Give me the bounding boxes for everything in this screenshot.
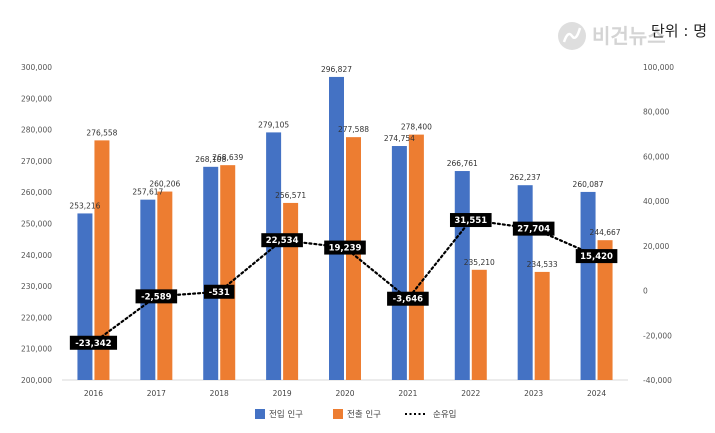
inflow-label-2019: 279,105 xyxy=(258,120,289,129)
inflow-label-2024: 260,087 xyxy=(573,180,604,189)
outflow-bar-2023 xyxy=(534,271,550,380)
outflow-bar-2016 xyxy=(94,140,110,380)
x-tick-label-2021: 2021 xyxy=(398,389,417,398)
right-tick-label: -20,000 xyxy=(643,331,672,340)
net-inflow-label-box-2017 xyxy=(135,289,178,304)
net-inflow-label-2024: 15,420 xyxy=(580,252,613,262)
right-tick-label: 80,000 xyxy=(643,108,669,117)
outflow-bar-2020 xyxy=(346,137,361,380)
outflow-label-2020: 277,588 xyxy=(338,125,369,134)
x-tick-label-2024: 2024 xyxy=(587,389,606,398)
net-inflow-label-2021: -3,646 xyxy=(393,295,423,305)
inflow-label-2022: 266,761 xyxy=(447,159,478,168)
bars-group xyxy=(77,76,613,380)
net-inflow-label-box-2024 xyxy=(575,249,618,264)
inflow-bar-2022 xyxy=(454,171,470,380)
outflow-bar-2017 xyxy=(157,191,173,380)
net-inflow-label-box-2018 xyxy=(204,284,235,299)
outflow-bar-2019 xyxy=(283,202,299,380)
left-tick-label: 220,000 xyxy=(21,313,52,322)
inflow-bar-2019 xyxy=(266,132,282,380)
x-tick-label-2018: 2018 xyxy=(210,389,229,398)
inflow-bar-2024 xyxy=(580,191,596,380)
net-inflow-label-box-2019 xyxy=(261,233,303,248)
x-tick-label-2019: 2019 xyxy=(273,389,292,398)
inflow-label-2021: 274,754 xyxy=(384,134,415,143)
left-tick-label: 210,000 xyxy=(21,345,52,354)
left-tick-label: 240,000 xyxy=(21,251,52,260)
net-inflow-label-2017: -2,589 xyxy=(141,292,171,302)
x-tick-label-2022: 2022 xyxy=(461,389,480,398)
net-inflow-label-2019: 22,534 xyxy=(266,236,299,246)
right-tick-label: 0 xyxy=(643,287,648,296)
legend-label-0: 전입 인구 xyxy=(269,409,303,420)
legend: 전입 인구 전출 인구 순유입 xyxy=(255,409,456,420)
net-inflow-label-box-2023 xyxy=(512,221,555,236)
outflow-label-2018: 268,639 xyxy=(212,153,243,162)
x-tick-label-2016: 2016 xyxy=(84,389,103,398)
net-inflow-label-box-2022 xyxy=(449,213,492,228)
left-tick-label: 280,000 xyxy=(21,126,52,135)
right-tick-label: 20,000 xyxy=(643,242,669,251)
inflow-bar-2020 xyxy=(329,76,344,380)
left-tick-label: 200,000 xyxy=(21,376,52,385)
inflow-label-2016: 253,216 xyxy=(69,201,100,210)
net-inflow-label-2020: 19,239 xyxy=(329,244,362,254)
svg-text:비건뉴스: 비건뉴스 xyxy=(592,24,666,48)
inflow-label-2020: 296,827 xyxy=(321,65,352,74)
net-inflow-label-2022: 31,551 xyxy=(454,216,487,226)
outflow-bar-2024 xyxy=(597,240,613,380)
x-tick-label-2023: 2023 xyxy=(524,389,543,398)
inflow-bar-2021 xyxy=(391,146,407,380)
inflow-label-2018: 268,108 xyxy=(195,155,226,164)
net-inflow-label-box-2016 xyxy=(69,335,118,350)
unit-label: 단위 : 명 xyxy=(651,22,707,40)
left-tick-label: 270,000 xyxy=(21,157,52,166)
right-tick-label: 60,000 xyxy=(643,152,669,161)
legend-swatch-0 xyxy=(255,409,265,419)
net-inflow-label-2018: -531 xyxy=(209,288,230,298)
outflow-bar-2021 xyxy=(408,134,424,380)
net-inflow-label-box-2021 xyxy=(387,291,429,306)
left-tick-label: 250,000 xyxy=(21,220,52,229)
outflow-label-2017: 260,206 xyxy=(149,180,180,189)
inflow-bar-2023 xyxy=(517,185,533,380)
inflow-bar-2016 xyxy=(77,213,93,380)
outflow-label-2022: 235,210 xyxy=(464,258,495,267)
outflow-bar-2022 xyxy=(471,269,487,380)
left-axis-ticks: 200,000 210,000 220,000 230,000 240,000 250,0… xyxy=(21,63,52,385)
net-inflow-labels-group: -23,342 -2,589 -531 22,534 19,239 -3,646 31,55… xyxy=(69,213,618,350)
left-tick-label: 260,000 xyxy=(21,188,52,197)
left-tick-label: 230,000 xyxy=(21,282,52,291)
net-inflow-label-2023: 27,704 xyxy=(517,225,550,235)
left-tick-label: 290,000 xyxy=(21,94,52,103)
inflow-label-2017: 257,617 xyxy=(132,188,163,197)
outflow-bar-2018 xyxy=(220,165,236,380)
right-axis-ticks: -40,000 -20,000 0 20,000 40,000 60,000 80,000 1… xyxy=(643,63,674,385)
legend-label-2: 순유입 xyxy=(433,410,456,420)
outflow-label-2024: 244,667 xyxy=(590,228,621,237)
net-inflow-label-2016: -23,342 xyxy=(75,339,111,349)
inflow-bar-2018 xyxy=(203,166,219,380)
outflow-label-2023: 234,533 xyxy=(527,260,558,269)
x-tick-label-2017: 2017 xyxy=(147,389,166,398)
left-tick-label: 300,000 xyxy=(21,63,52,72)
inflow-label-2023: 262,237 xyxy=(510,173,541,182)
right-tick-label: 100,000 xyxy=(643,63,674,72)
x-axis-ticks: 2016 2017 2018 2019 2020 2021 2022 2023 2024 xyxy=(84,389,606,398)
outflow-label-2021: 278,400 xyxy=(401,123,432,132)
right-tick-label: -40,000 xyxy=(643,376,672,385)
outflow-label-2019: 256,571 xyxy=(275,191,306,200)
x-tick-label-2020: 2020 xyxy=(335,389,354,398)
legend-swatch-1 xyxy=(333,409,343,419)
watermark-logo: 비건뉴스 xyxy=(558,22,666,50)
right-tick-label: 40,000 xyxy=(643,197,669,206)
legend-label-1: 전출 인구 xyxy=(347,409,381,420)
net-inflow-label-box-2020 xyxy=(324,240,366,255)
outflow-label-2016: 276,558 xyxy=(86,128,117,137)
